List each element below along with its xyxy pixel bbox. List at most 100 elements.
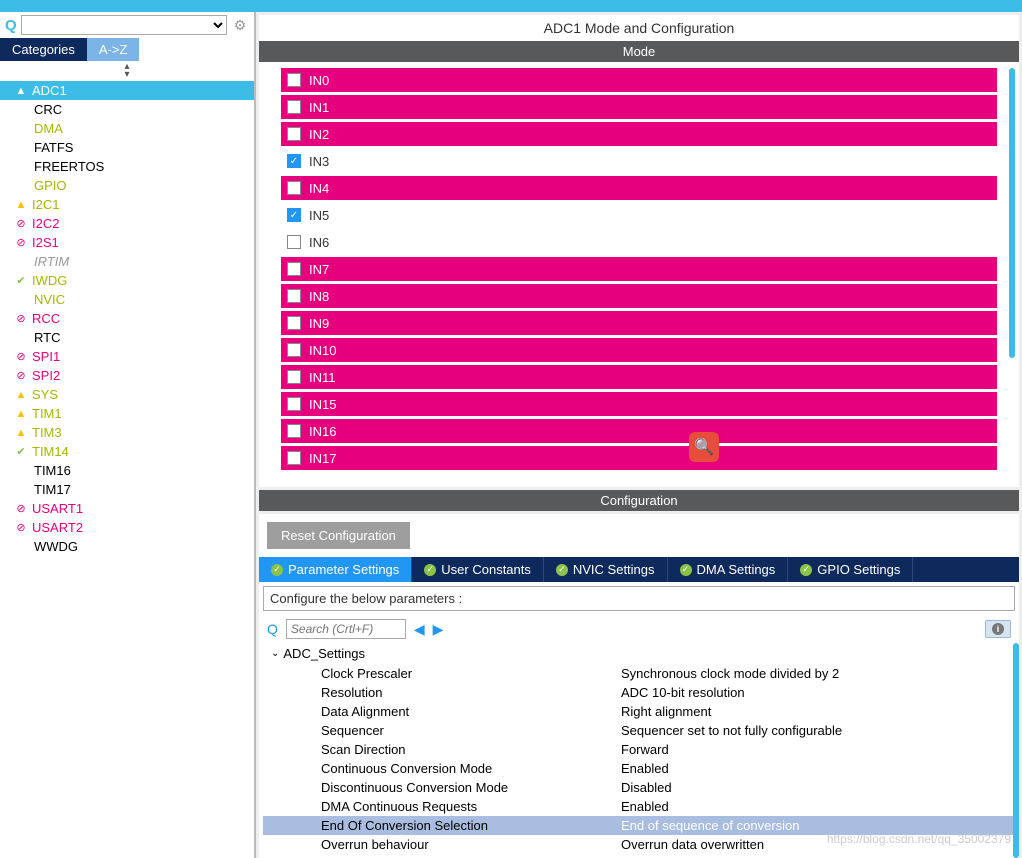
tab-categories[interactable]: Categories xyxy=(0,38,87,61)
checkbox-in10[interactable] xyxy=(287,343,301,357)
param-row-sequencer[interactable]: SequencerSequencer set to not fully conf… xyxy=(263,721,1015,740)
tree-item-rtc[interactable]: RTC xyxy=(0,328,254,347)
tree-item-adc1[interactable]: ▲ADC1 xyxy=(0,81,254,100)
sort-handle-icon[interactable]: ▴▾ xyxy=(0,61,254,81)
tree-item-dma[interactable]: DMA xyxy=(0,119,254,138)
mode-row-in17[interactable]: IN17 xyxy=(281,446,997,470)
mode-header: Mode xyxy=(259,41,1019,62)
checkbox-in17[interactable] xyxy=(287,451,301,465)
tree-item-i2c1[interactable]: ▲I2C1 xyxy=(0,195,254,214)
param-name: End Of Conversion Selection xyxy=(321,818,621,833)
checkbox-in4[interactable] xyxy=(287,181,301,195)
checkbox-in16[interactable] xyxy=(287,424,301,438)
tree-item-i2s1[interactable]: ⊘I2S1 xyxy=(0,233,254,252)
checkbox-in3[interactable]: ✓ xyxy=(287,154,301,168)
param-row-discontinuous-conversion-mode[interactable]: Discontinuous Conversion ModeDisabled xyxy=(263,778,1015,797)
param-row-continuous-conversion-mode[interactable]: Continuous Conversion ModeEnabled xyxy=(263,759,1015,778)
tree-item-tim17[interactable]: TIM17 xyxy=(0,480,254,499)
tree-item-tim14[interactable]: ✔TIM14 xyxy=(0,442,254,461)
param-row-resolution[interactable]: ResolutionADC 10-bit resolution xyxy=(263,683,1015,702)
tree-item-spi1[interactable]: ⊘SPI1 xyxy=(0,347,254,366)
tree-item-tim1[interactable]: ▲TIM1 xyxy=(0,404,254,423)
reset-row: Reset Configuration xyxy=(259,514,1019,557)
param-row-overrun-behaviour[interactable]: Overrun behaviourOverrun data overwritte… xyxy=(263,835,1015,854)
config-tab-gpio-settings[interactable]: ✓GPIO Settings xyxy=(788,557,913,582)
param-row-low-power-auto-wait[interactable]: Low Power Auto WaitDisabled xyxy=(263,854,1015,858)
param-row-clock-prescaler[interactable]: Clock PrescalerSynchronous clock mode di… xyxy=(263,664,1015,683)
config-tab-dma-settings[interactable]: ✓DMA Settings xyxy=(668,557,789,582)
search-select[interactable] xyxy=(21,15,227,35)
search-icon[interactable]: Q xyxy=(5,17,17,34)
config-search-icon[interactable]: Q xyxy=(267,621,278,637)
mode-scrollbar[interactable] xyxy=(1009,68,1015,358)
mode-row-in3[interactable]: ✓IN3 xyxy=(281,149,997,173)
mode-row-in11[interactable]: IN11 xyxy=(281,365,997,389)
checkbox-in1[interactable] xyxy=(287,100,301,114)
mode-row-in7[interactable]: IN7 xyxy=(281,257,997,281)
tree-item-usart1[interactable]: ⊘USART1 xyxy=(0,499,254,518)
param-group-adc-settings[interactable]: ⌄ ADC_Settings xyxy=(263,643,1015,664)
mode-row-in4[interactable]: IN4 xyxy=(281,176,997,200)
left-panel: Q ⚙ Categories A->Z ▴▾ ▲ADC1CRCDMAFATFSF… xyxy=(0,12,256,858)
checkbox-in9[interactable] xyxy=(287,316,301,330)
param-row-data-alignment[interactable]: Data AlignmentRight alignment xyxy=(263,702,1015,721)
gear-icon[interactable]: ⚙ xyxy=(231,16,249,34)
tree-item-iwdg[interactable]: ✔IWDG xyxy=(0,271,254,290)
tree-item-freertos[interactable]: FREERTOS xyxy=(0,157,254,176)
checkbox-in8[interactable] xyxy=(287,289,301,303)
stop-icon: ⊘ xyxy=(14,217,28,231)
param-row-scan-direction[interactable]: Scan DirectionForward xyxy=(263,740,1015,759)
mode-row-in16[interactable]: IN16 xyxy=(281,419,997,443)
warn-icon: ▲ xyxy=(14,198,28,212)
mode-label: IN8 xyxy=(309,289,329,304)
tree-item-tim3[interactable]: ▲TIM3 xyxy=(0,423,254,442)
param-row-end-of-conversion-selection[interactable]: End Of Conversion SelectionEnd of sequen… xyxy=(263,816,1015,835)
tree-item-i2c2[interactable]: ⊘I2C2 xyxy=(0,214,254,233)
tree-item-fatfs[interactable]: FATFS xyxy=(0,138,254,157)
tree-item-spi2[interactable]: ⊘SPI2 xyxy=(0,366,254,385)
search-badge-icon[interactable]: 🔍 xyxy=(689,432,719,462)
param-value: Overrun data overwritten xyxy=(621,837,1015,852)
mode-row-in6[interactable]: IN6 xyxy=(281,230,997,254)
tree-label: IRTIM xyxy=(34,254,69,269)
config-tab-parameter-settings[interactable]: ✓Parameter Settings xyxy=(259,557,412,582)
mode-row-in10[interactable]: IN10 xyxy=(281,338,997,362)
checkbox-in5[interactable]: ✓ xyxy=(287,208,301,222)
checkbox-in0[interactable] xyxy=(287,73,301,87)
mode-row-in0[interactable]: IN0 xyxy=(281,68,997,92)
mode-row-in9[interactable]: IN9 xyxy=(281,311,997,335)
config-tab-user-constants[interactable]: ✓User Constants xyxy=(412,557,544,582)
prev-icon[interactable]: ◀ xyxy=(414,621,425,638)
checkbox-in7[interactable] xyxy=(287,262,301,276)
reset-button[interactable]: Reset Configuration xyxy=(267,522,410,549)
tree-item-irtim[interactable]: IRTIM xyxy=(0,252,254,271)
tree-item-sys[interactable]: ▲SYS xyxy=(0,385,254,404)
mode-row-in15[interactable]: IN15 xyxy=(281,392,997,416)
checkbox-in11[interactable] xyxy=(287,370,301,384)
config-tab-nvic-settings[interactable]: ✓NVIC Settings xyxy=(544,557,668,582)
tab-az[interactable]: A->Z xyxy=(87,38,140,61)
tree-item-wwdg[interactable]: WWDG xyxy=(0,537,254,556)
checkbox-in6[interactable] xyxy=(287,235,301,249)
checkbox-in2[interactable] xyxy=(287,127,301,141)
tree-item-gpio[interactable]: GPIO xyxy=(0,176,254,195)
checkbox-in15[interactable] xyxy=(287,397,301,411)
next-icon[interactable]: ▶ xyxy=(433,621,444,638)
tree-label: TIM14 xyxy=(32,444,69,459)
mode-row-in1[interactable]: IN1 xyxy=(281,95,997,119)
tree-item-nvic[interactable]: NVIC xyxy=(0,290,254,309)
config-header: Configuration xyxy=(259,490,1019,511)
param-row-dma-continuous-requests[interactable]: DMA Continuous RequestsEnabled xyxy=(263,797,1015,816)
tree-label: IWDG xyxy=(32,273,67,288)
tree-item-rcc[interactable]: ⊘RCC xyxy=(0,309,254,328)
info-button[interactable]: i xyxy=(985,620,1011,638)
tree-item-tim16[interactable]: TIM16 xyxy=(0,461,254,480)
config-search-input[interactable] xyxy=(286,619,406,639)
params-scrollbar[interactable] xyxy=(1013,643,1019,858)
mode-row-in2[interactable]: IN2 xyxy=(281,122,997,146)
mode-row-in5[interactable]: ✓IN5 xyxy=(281,203,997,227)
tree-item-crc[interactable]: CRC xyxy=(0,100,254,119)
mode-label: IN2 xyxy=(309,127,329,142)
mode-row-in8[interactable]: IN8 xyxy=(281,284,997,308)
tree-item-usart2[interactable]: ⊘USART2 xyxy=(0,518,254,537)
